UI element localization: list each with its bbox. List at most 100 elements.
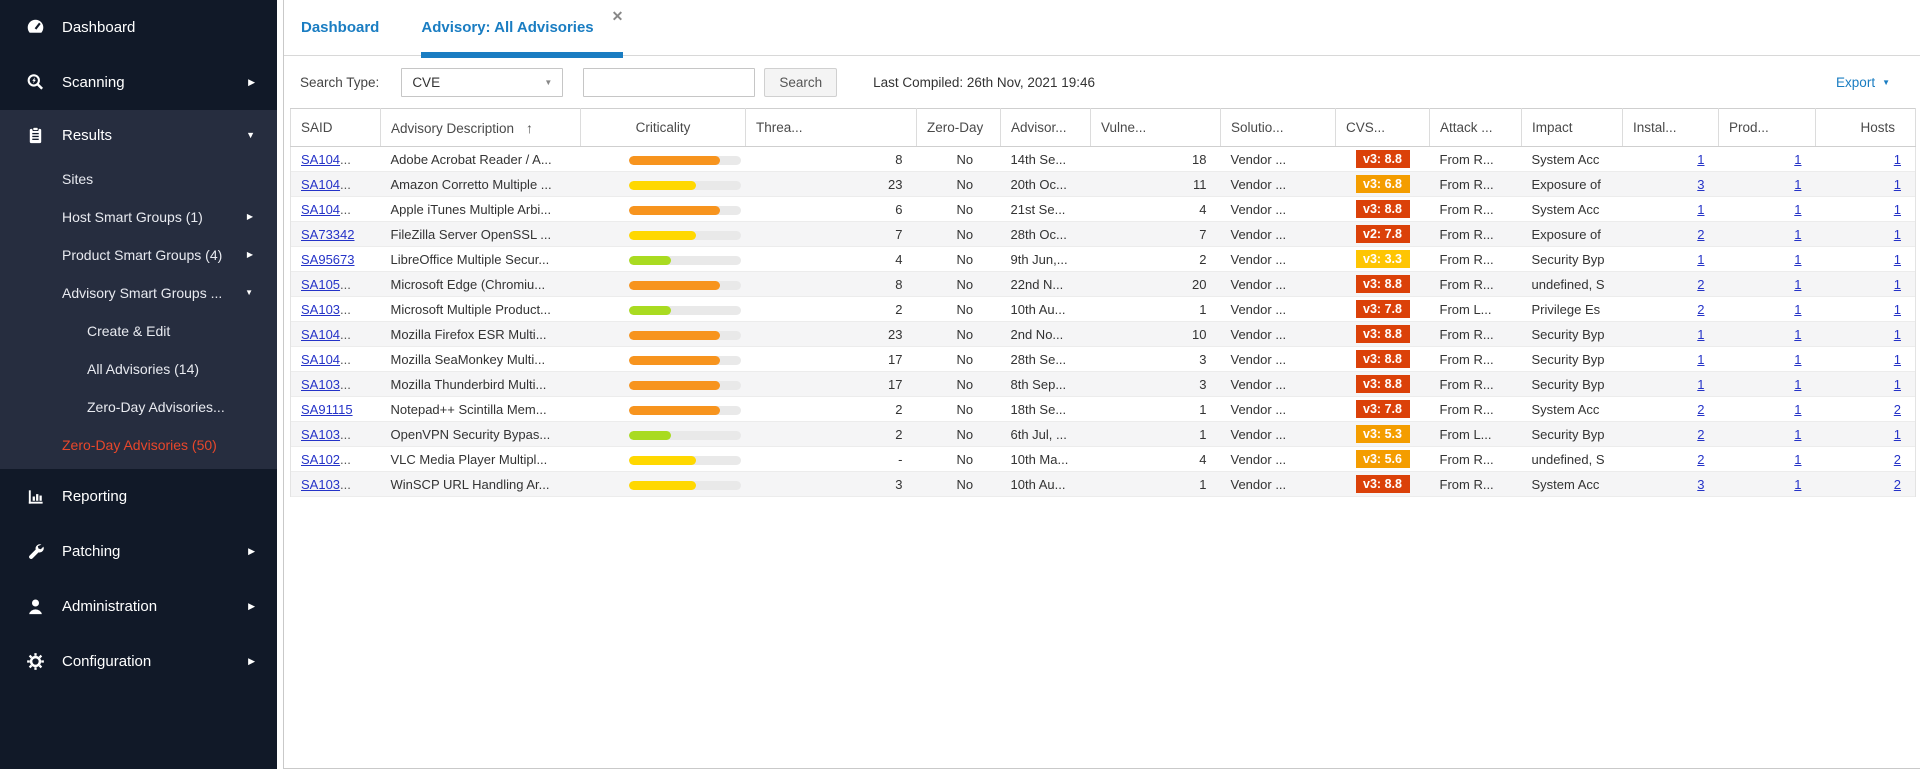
products-link[interactable]: 1	[1794, 326, 1802, 342]
hosts-link[interactable]: 1	[1893, 301, 1901, 317]
said-link[interactable]: SA73342	[301, 226, 355, 242]
said-link[interactable]: SA104	[301, 151, 341, 167]
hosts-link[interactable]: 1	[1893, 151, 1901, 167]
installations-link[interactable]: 2	[1697, 426, 1705, 442]
sidebar-item-scanning[interactable]: Scanning ▶	[0, 55, 277, 110]
said-link[interactable]: SA102	[301, 451, 341, 467]
hosts-link[interactable]: 1	[1893, 201, 1901, 217]
said-link[interactable]: SA104	[301, 176, 341, 192]
export-button[interactable]: Export	[1836, 75, 1920, 90]
column-header-advisor[interactable]: Advisor...	[1000, 108, 1091, 147]
installations-link[interactable]: 2	[1697, 451, 1705, 467]
sidebar-item-zero-day-advisories-50[interactable]: Zero-Day Advisories (50)	[0, 426, 277, 464]
sidebar-item-patching[interactable]: Patching ▶	[0, 524, 277, 579]
hosts-link[interactable]: 1	[1893, 226, 1901, 242]
tab-advisory-all-advisories[interactable]: Advisory: All Advisories ✕	[421, 7, 624, 58]
products-cell: 1	[1719, 297, 1816, 322]
said-link[interactable]: SA95673	[301, 251, 355, 267]
products-link[interactable]: 1	[1794, 451, 1802, 467]
column-header-vulne[interactable]: Vulne...	[1090, 108, 1221, 147]
threat-score-cell: 7	[895, 226, 903, 242]
said-link[interactable]: SA104	[301, 201, 341, 217]
impact-cell: System Acc	[1531, 151, 1600, 167]
products-link[interactable]: 1	[1794, 251, 1802, 267]
installations-link[interactable]: 2	[1697, 401, 1705, 417]
installations-link[interactable]: 1	[1697, 151, 1705, 167]
sidebar-item-reporting[interactable]: Reporting	[0, 469, 277, 524]
sidebar-item-sites[interactable]: Sites	[0, 160, 277, 198]
sidebar-item-administration[interactable]: Administration ▶	[0, 579, 277, 634]
sidebar-item-all-advisories-14[interactable]: All Advisories (14)	[0, 350, 277, 388]
hosts-link[interactable]: 1	[1893, 426, 1901, 442]
column-header-advisory-description[interactable]: Advisory Description ↑	[380, 108, 581, 147]
column-header-instal[interactable]: Instal...	[1622, 108, 1719, 147]
hosts-link[interactable]: 1	[1893, 176, 1901, 192]
hosts-link[interactable]: 2	[1893, 401, 1901, 417]
said-link[interactable]: SA103	[301, 301, 341, 317]
installations-link[interactable]: 3	[1697, 176, 1705, 192]
column-header-threa[interactable]: Threa...	[745, 108, 917, 147]
column-header-attack[interactable]: Attack ...	[1429, 108, 1522, 147]
tab-dashboard[interactable]: Dashboard	[301, 7, 379, 49]
hosts-link[interactable]: 2	[1893, 476, 1901, 492]
installations-link[interactable]: 2	[1697, 276, 1705, 292]
column-header-prod[interactable]: Prod...	[1718, 108, 1816, 147]
search-type-select[interactable]: CVE	[401, 67, 564, 97]
products-link[interactable]: 1	[1794, 351, 1802, 367]
search-input[interactable]	[583, 67, 756, 97]
hosts-link[interactable]: 1	[1893, 351, 1901, 367]
threat-score-cell: 17	[888, 376, 903, 392]
said-link[interactable]: SA103	[301, 426, 341, 442]
installations-link[interactable]: 2	[1697, 226, 1705, 242]
installations-link[interactable]: 3	[1697, 476, 1705, 492]
hosts-link[interactable]: 1	[1893, 326, 1901, 342]
sidebar-item-host-smart-groups-1[interactable]: Host Smart Groups (1) ▶	[0, 198, 277, 236]
hosts-link[interactable]: 2	[1893, 451, 1901, 467]
products-link[interactable]: 1	[1794, 176, 1802, 192]
close-icon[interactable]: ✕	[611, 7, 624, 24]
products-link[interactable]: 1	[1794, 426, 1802, 442]
installations-link[interactable]: 2	[1697, 301, 1705, 317]
installations-link[interactable]: 1	[1697, 251, 1705, 267]
installations-cell: 1	[1623, 347, 1719, 372]
column-header-zero-day[interactable]: Zero-Day	[916, 108, 1001, 147]
sidebar-item-advisory-smart-groups[interactable]: Advisory Smart Groups ... ▼	[0, 274, 277, 312]
column-header-solutio[interactable]: Solutio...	[1220, 108, 1336, 147]
sidebar-item-dashboard[interactable]: Dashboard	[0, 0, 277, 55]
products-link[interactable]: 1	[1794, 201, 1802, 217]
sidebar-item-create-edit[interactable]: Create & Edit	[0, 312, 277, 350]
column-header-cvs[interactable]: CVS...	[1335, 108, 1430, 147]
search-button[interactable]: Search	[764, 67, 838, 97]
said-link[interactable]: SA103	[301, 476, 341, 492]
said-link[interactable]: SA104	[301, 351, 341, 367]
column-header-criticality[interactable]: Criticality	[580, 108, 746, 147]
products-link[interactable]: 1	[1794, 376, 1802, 392]
column-header-said[interactable]: SAID	[290, 108, 381, 147]
table-row: SA95673 LibreOffice Multiple Secur... 4 No 9…	[290, 246, 1916, 272]
criticality-cell	[581, 447, 746, 472]
sidebar-item-product-smart-groups-4[interactable]: Product Smart Groups (4) ▶	[0, 236, 277, 274]
products-link[interactable]: 1	[1794, 226, 1802, 242]
installations-link[interactable]: 1	[1697, 326, 1705, 342]
said-link[interactable]: SA105	[301, 276, 341, 292]
products-link[interactable]: 1	[1794, 151, 1802, 167]
sidebar-item-results[interactable]: Results ▼	[0, 110, 277, 160]
column-header-impact[interactable]: Impact	[1521, 108, 1623, 147]
products-link[interactable]: 1	[1794, 276, 1802, 292]
products-link[interactable]: 1	[1794, 476, 1802, 492]
attack-vector-cell: From R...	[1439, 201, 1494, 217]
sidebar-item-zero-day-advisories[interactable]: Zero-Day Advisories...	[0, 388, 277, 426]
installations-link[interactable]: 1	[1697, 351, 1705, 367]
sidebar-item-configuration[interactable]: Configuration ▶	[0, 634, 277, 689]
said-link[interactable]: SA103	[301, 376, 341, 392]
installations-link[interactable]: 1	[1697, 376, 1705, 392]
installations-link[interactable]: 1	[1697, 201, 1705, 217]
products-link[interactable]: 1	[1794, 401, 1802, 417]
said-link[interactable]: SA91115	[301, 401, 353, 417]
products-link[interactable]: 1	[1794, 301, 1802, 317]
hosts-link[interactable]: 1	[1893, 276, 1901, 292]
hosts-link[interactable]: 1	[1893, 251, 1901, 267]
hosts-link[interactable]: 1	[1893, 376, 1901, 392]
column-header-hosts[interactable]: Hosts	[1815, 108, 1916, 147]
said-link[interactable]: SA104	[301, 326, 341, 342]
